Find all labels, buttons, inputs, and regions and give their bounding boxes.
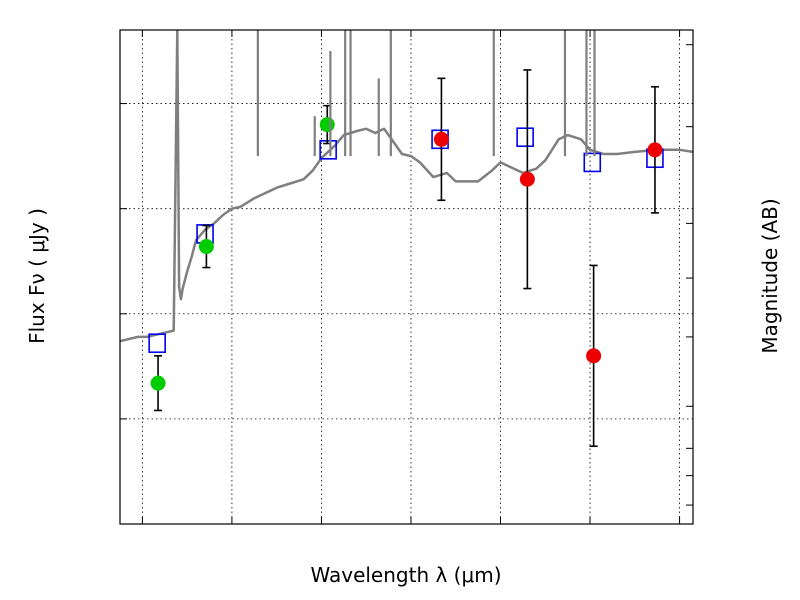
x-axis-label: Wavelength λ (μm) — [310, 563, 501, 587]
red-data-point — [586, 348, 602, 364]
model-square-point — [148, 333, 166, 354]
model-square-point — [516, 127, 534, 148]
green-data-point — [198, 239, 214, 255]
model-square-point — [583, 152, 602, 173]
green-data-point — [150, 375, 166, 391]
plot-frame — [119, 29, 694, 525]
red-data-point — [433, 131, 449, 147]
ticks — [120, 30, 693, 525]
red-data-point — [519, 171, 535, 187]
red-data-point — [647, 142, 663, 158]
y-axis-label: Flux Fν ( μJy ) — [25, 208, 49, 344]
grid — [120, 30, 693, 525]
sed-template-line — [120, 30, 693, 343]
green-data-point — [319, 117, 335, 133]
model-square-point — [319, 140, 337, 160]
right-axis-label: Magnitude (AB) — [758, 198, 782, 353]
